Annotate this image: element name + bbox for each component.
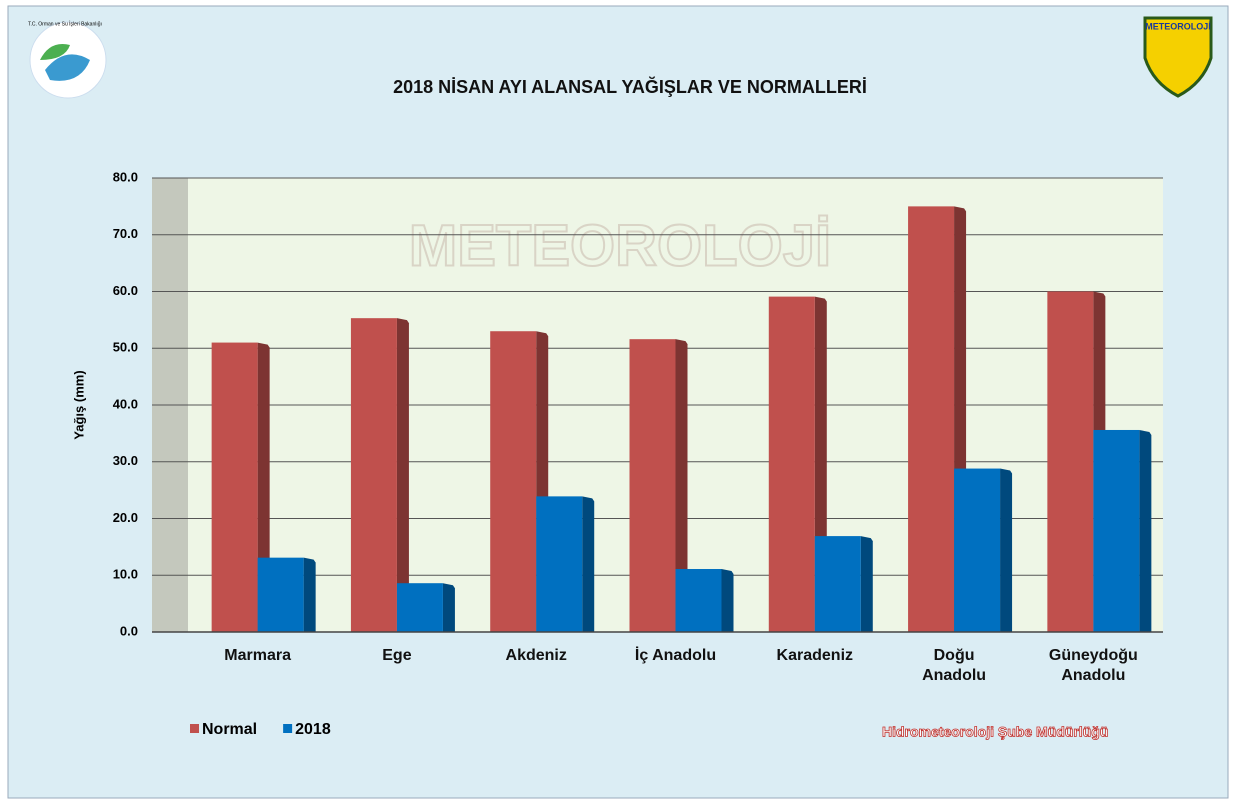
- footer: Hidrometeoroloji Şube Müdürlüğü: [882, 724, 1108, 740]
- logo-left-text: T.C. Orman ve Su İşleri Bakanlığı: [28, 20, 102, 27]
- bar-face: [211, 342, 258, 632]
- bar-face: [814, 536, 861, 632]
- bar-side: [1000, 468, 1013, 632]
- bar-face: [1047, 291, 1094, 632]
- logo-left-shape: [45, 54, 90, 81]
- bar-face: [954, 468, 1001, 632]
- y-tick-label: 50.0: [113, 340, 138, 355]
- bar-face: [1093, 429, 1140, 632]
- y-tick-label: 40.0: [113, 396, 138, 411]
- bar: [629, 339, 688, 632]
- bar-face: [768, 296, 815, 632]
- bar-side: [860, 536, 873, 632]
- bar: [257, 557, 316, 632]
- legend-swatch: [283, 724, 293, 733]
- bar-face: [629, 339, 676, 632]
- y-tick-label: 80.0: [113, 169, 138, 184]
- bar: [954, 468, 1013, 632]
- bar-face: [675, 569, 722, 632]
- bar: [350, 318, 409, 632]
- x-tick-label: Doğu Anadolu: [922, 647, 987, 684]
- bar-side: [721, 569, 734, 632]
- y-tick-label: 0.0: [120, 623, 138, 638]
- bar-face: [536, 496, 583, 632]
- bar-side: [442, 583, 455, 632]
- bar: [536, 496, 595, 632]
- bar: [211, 342, 270, 632]
- x-tick-label: Güneydoğu Anadolu: [1048, 647, 1138, 684]
- x-tick-label: Ege: [382, 647, 412, 664]
- bar: [675, 569, 734, 632]
- x-tick-label: İç Anadolu: [634, 647, 717, 664]
- chart-title: 2018 NİSAN AYI ALANSAL YAĞIŞLAR VE NORMA…: [393, 76, 867, 97]
- logo-right-text: METEOROLOJİ: [1145, 21, 1211, 31]
- bar-face: [490, 331, 537, 632]
- legend-label: Normal: [202, 721, 257, 738]
- bar-side: [396, 318, 409, 632]
- y-tick-label: 30.0: [113, 453, 138, 468]
- bar-side: [1139, 429, 1152, 632]
- bar: [396, 583, 455, 632]
- bar-face: [396, 583, 443, 632]
- bar-face: [908, 206, 955, 632]
- y-tick-label: 60.0: [113, 283, 138, 298]
- y-tick-label: 10.0: [113, 567, 138, 582]
- bar-side: [675, 339, 688, 632]
- x-tick-label: Akdeniz: [505, 647, 567, 664]
- bar-side: [303, 557, 316, 632]
- y-axis-label: Yağış (mm): [71, 370, 86, 439]
- bar: [908, 206, 967, 632]
- logo-right: [1143, 16, 1213, 98]
- watermark: METEOROLOJİ: [409, 213, 831, 278]
- logo-left-leaf: [40, 44, 70, 60]
- bar: [814, 536, 873, 632]
- y-tick-label: 70.0: [113, 226, 138, 241]
- bar-side: [582, 496, 595, 632]
- legend-label: 2018: [295, 721, 331, 738]
- bar-face: [257, 557, 304, 632]
- x-tick-label: Karadeniz: [776, 647, 854, 664]
- bar-face: [350, 318, 397, 632]
- bar: [1093, 429, 1152, 632]
- x-tick-label: Marmara: [224, 647, 291, 664]
- y-tick-label: 20.0: [113, 510, 138, 525]
- legend-swatch: [190, 724, 199, 733]
